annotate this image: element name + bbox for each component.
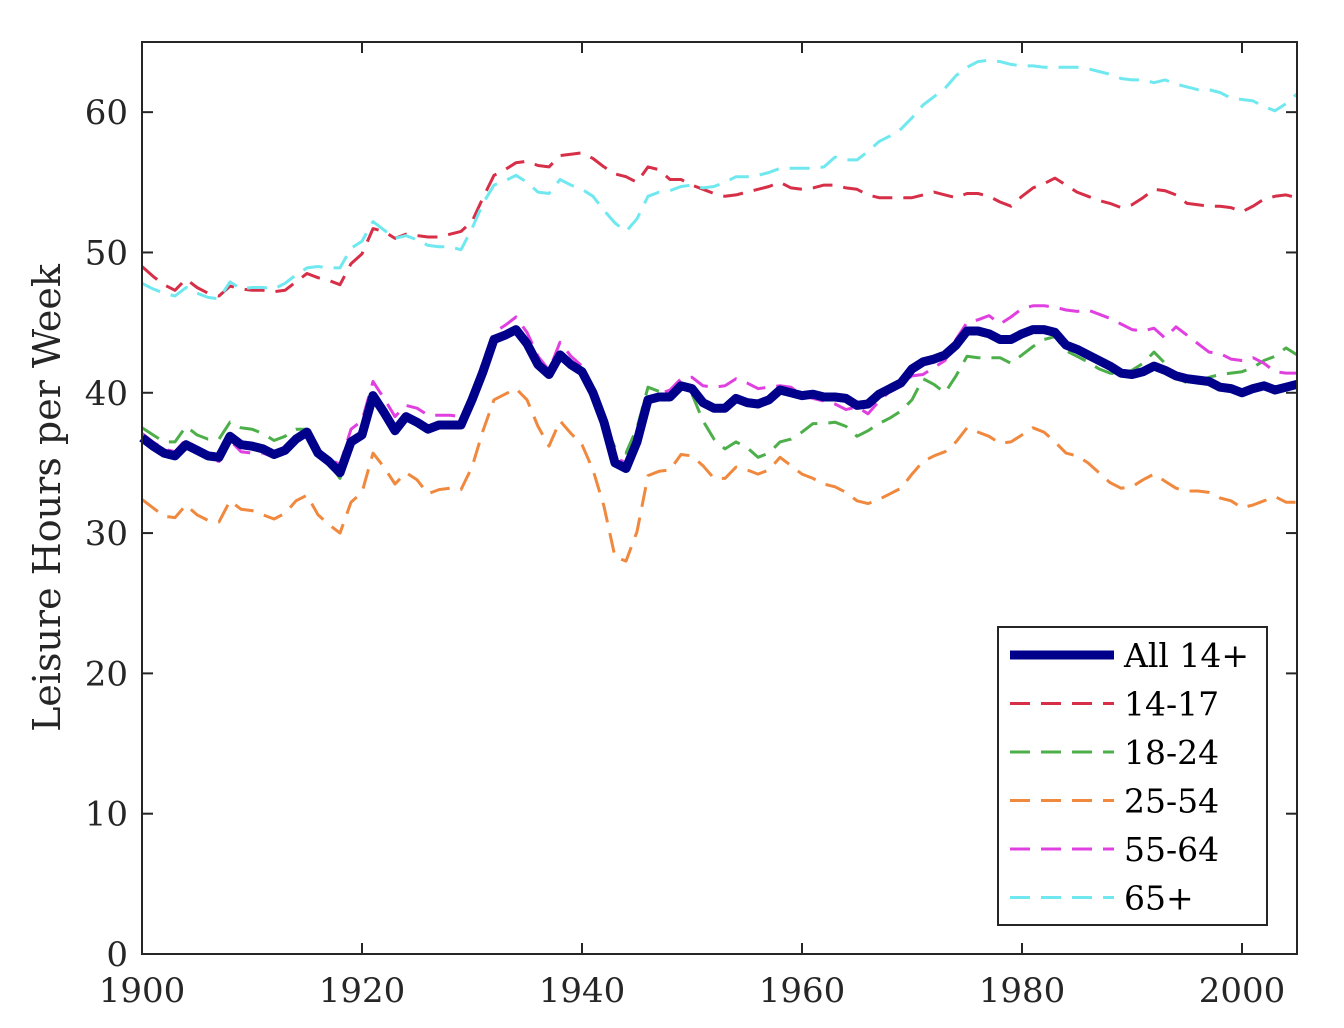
y-tick-label: 30: [85, 514, 128, 554]
y-tick-label: 40: [85, 374, 128, 414]
series-line-65: [141, 58, 1298, 301]
legend-label: 18-24: [1124, 733, 1219, 772]
series-line-14-17: [141, 151, 1298, 298]
x-tick-label: 1900: [99, 971, 186, 1011]
legend-label: 55-64: [1124, 830, 1219, 869]
legend-label: All 14+: [1123, 636, 1249, 675]
x-tick-label: 1960: [759, 971, 846, 1011]
legend-label: 14-17: [1124, 685, 1219, 724]
series-line-55-64: [141, 304, 1297, 466]
legend: All 14+ 14-17 18-24 25-54 55-64 65+: [997, 626, 1268, 926]
series-line-All-14: [139, 325, 1299, 478]
y-tick-label: 50: [85, 233, 128, 273]
axis-ticks: 1900 1920 1940 1960 1980 2000 0 10 20 30 40 50 60: [85, 42, 1297, 1011]
y-axis-label: Leisure Hours per Week: [25, 263, 69, 732]
axes-frame: [141, 41, 1298, 955]
y-tick-label: 0: [106, 935, 128, 975]
x-tick-label: 1920: [319, 971, 406, 1011]
series-line-25-54: [141, 387, 1297, 563]
x-tick-label: 1940: [539, 971, 626, 1011]
series-lines: [139, 58, 1299, 563]
x-tick-label: 1980: [979, 971, 1066, 1011]
legend-label: 25-54: [1124, 782, 1219, 821]
y-tick-label: 10: [85, 795, 128, 835]
legend-label: 65+: [1124, 879, 1194, 918]
y-tick-label: 60: [85, 93, 128, 133]
x-tick-label: 2000: [1199, 971, 1286, 1011]
plot-frame: [141, 41, 1298, 955]
legend-box: [997, 626, 1268, 926]
y-tick-label: 20: [85, 654, 128, 694]
